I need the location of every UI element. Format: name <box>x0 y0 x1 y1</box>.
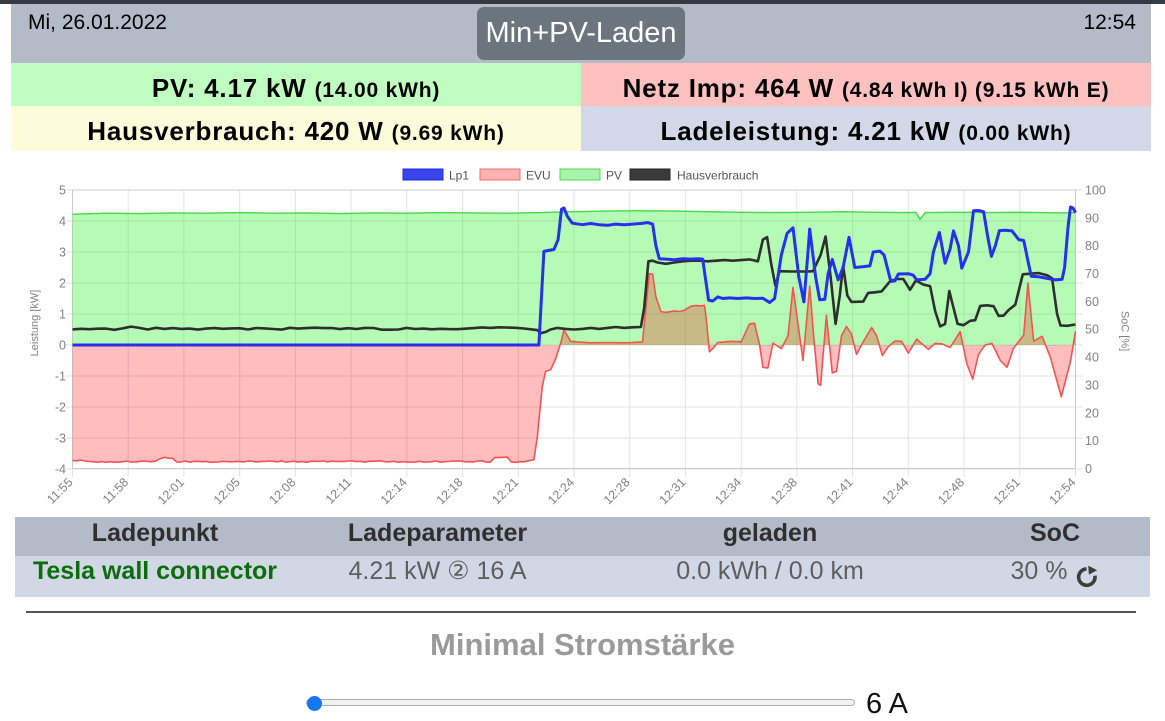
svg-text:11:55: 11:55 <box>44 475 75 506</box>
svg-text:12:51: 12:51 <box>991 475 1023 507</box>
svg-text:60: 60 <box>1085 295 1099 309</box>
svg-text:100: 100 <box>1085 184 1106 198</box>
svg-text:11:58: 11:58 <box>100 475 131 506</box>
svg-text:12:14: 12:14 <box>378 475 410 507</box>
svg-text:Lp1: Lp1 <box>449 169 469 183</box>
svg-text:5: 5 <box>59 184 66 198</box>
svg-text:12:01: 12:01 <box>155 475 187 507</box>
svg-text:12:28: 12:28 <box>601 475 633 507</box>
svg-text:12:44: 12:44 <box>879 475 911 507</box>
svg-text:30: 30 <box>1085 379 1099 393</box>
svg-text:12:38: 12:38 <box>768 475 800 507</box>
svg-text:PV: PV <box>606 169 622 183</box>
svg-text:12:08: 12:08 <box>267 475 299 507</box>
svg-text:0: 0 <box>1085 462 1092 476</box>
svg-text:12:21: 12:21 <box>489 475 521 507</box>
svg-text:70: 70 <box>1085 267 1099 281</box>
svg-text:20: 20 <box>1085 406 1099 420</box>
svg-text:12:31: 12:31 <box>657 475 689 507</box>
svg-text:12:24: 12:24 <box>545 475 577 507</box>
svg-text:-2: -2 <box>55 401 66 415</box>
svg-text:0: 0 <box>59 339 66 353</box>
svg-text:12:54: 12:54 <box>1047 475 1079 507</box>
svg-text:12:48: 12:48 <box>935 475 967 507</box>
svg-text:12:05: 12:05 <box>211 475 243 507</box>
svg-text:-3: -3 <box>55 432 66 446</box>
svg-text:-4: -4 <box>55 463 66 477</box>
svg-text:10: 10 <box>1085 434 1099 448</box>
svg-text:12:34: 12:34 <box>712 475 744 507</box>
svg-text:Hausverbrauch: Hausverbrauch <box>677 169 758 183</box>
svg-text:40: 40 <box>1085 351 1099 365</box>
svg-text:3: 3 <box>59 246 66 260</box>
svg-text:12:18: 12:18 <box>434 475 466 507</box>
svg-text:1: 1 <box>59 308 66 322</box>
svg-text:12:41: 12:41 <box>824 475 856 507</box>
svg-text:80: 80 <box>1085 239 1099 253</box>
svg-text:12:11: 12:11 <box>323 475 354 506</box>
svg-text:EVU: EVU <box>526 169 551 183</box>
svg-text:-1: -1 <box>55 370 66 384</box>
svg-text:Leistung [kW]: Leistung [kW] <box>29 290 41 357</box>
svg-text:SoC [%]: SoC [%] <box>1119 311 1131 351</box>
svg-text:90: 90 <box>1085 211 1099 225</box>
svg-text:2: 2 <box>59 277 66 291</box>
svg-text:50: 50 <box>1085 323 1099 337</box>
svg-text:4: 4 <box>59 215 66 229</box>
